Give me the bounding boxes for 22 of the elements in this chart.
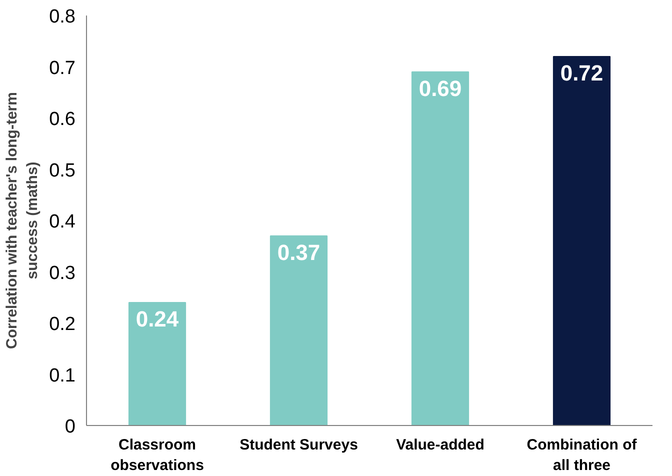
y-axis-title: Correlation with teacher's long-term success (maths) <box>4 92 42 349</box>
data-label: 0.37 <box>277 240 320 265</box>
y-tick-label: 0.8 <box>49 6 76 28</box>
data-label: 0.24 <box>136 306 180 332</box>
bar <box>411 71 470 426</box>
bar <box>270 235 328 426</box>
y-tick-label: 0.1 <box>49 365 76 386</box>
y-tick-label: 0 <box>64 416 76 438</box>
bar <box>128 302 186 426</box>
y-tick-label: 0.6 <box>49 109 76 130</box>
y-tick-label: 0.4 <box>49 212 76 232</box>
y-tick-label: 0.2 <box>49 314 76 335</box>
data-label: 0.69 <box>418 76 462 101</box>
x-tick-label: Combination of all three <box>526 436 638 474</box>
y-tick-label: 0.7 <box>49 58 76 79</box>
data-label: 0.72 <box>560 60 604 86</box>
x-tick-label: Value-added <box>396 436 484 454</box>
x-tick-label: Classroom observations <box>110 436 204 474</box>
x-tick-label: Student Surveys <box>240 436 358 454</box>
bar <box>552 56 611 426</box>
y-tick-label: 0.3 <box>49 262 76 284</box>
y-tick-label: 0.5 <box>49 160 76 182</box>
